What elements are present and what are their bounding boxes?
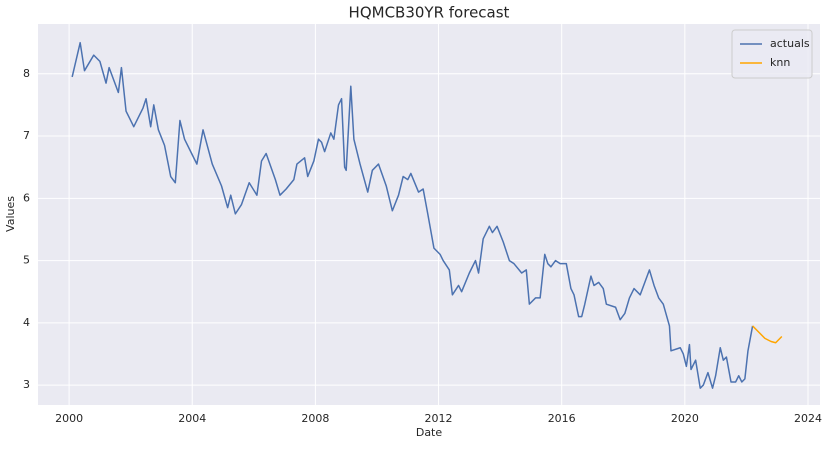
- x-tick-label: 2016: [548, 412, 576, 425]
- x-tick-label: 2020: [671, 412, 699, 425]
- series-line: [71, 41, 754, 389]
- legend-box: [731, 29, 813, 79]
- y-tick-label: 8: [23, 67, 30, 80]
- series-line: [752, 325, 783, 344]
- y-tick-label: 6: [23, 191, 30, 204]
- chart-title: HQMCB30YR forecast: [349, 4, 510, 22]
- x-tick-label: 2012: [425, 412, 453, 425]
- x-tick-label: 2000: [55, 412, 83, 425]
- legend-label: knn: [770, 56, 790, 69]
- x-tick-label: 2004: [178, 412, 206, 425]
- legend-label: actuals: [770, 37, 810, 50]
- y-tick-label: 4: [23, 316, 30, 329]
- x-axis-label: Date: [416, 426, 443, 439]
- plot-area: [38, 24, 820, 405]
- y-tick-label: 3: [23, 378, 30, 391]
- y-axis-label: Values: [4, 196, 17, 232]
- x-tick-label: 2024: [794, 412, 822, 425]
- y-tick-label: 7: [23, 129, 30, 142]
- x-tick-label: 2008: [301, 412, 329, 425]
- legend: actuals knn: [731, 29, 813, 79]
- y-tick-label: 5: [23, 254, 30, 267]
